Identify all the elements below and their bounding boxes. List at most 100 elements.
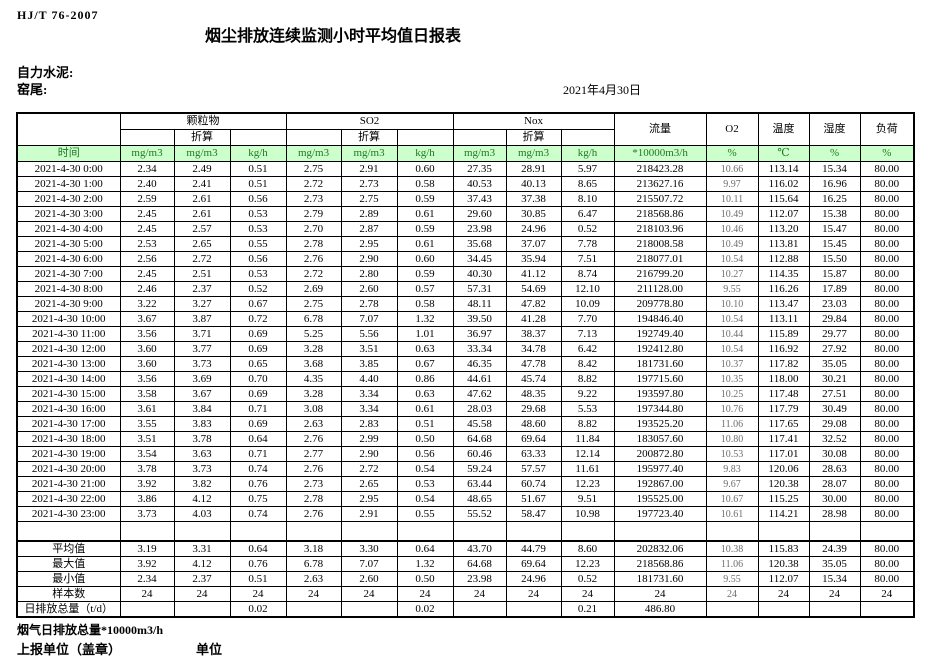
value-cell: 0.55 [229, 236, 287, 252]
summary-value: 24 [173, 586, 231, 602]
value-cell: 2.34 [119, 161, 175, 177]
value-cell: 80.00 [859, 461, 915, 477]
value-cell: 9.22 [560, 386, 615, 402]
value-cell: 28.98 [808, 506, 861, 522]
summary-value: 24 [613, 586, 707, 602]
value-cell: 39.50 [452, 311, 507, 327]
summary-value: 35.05 [808, 556, 861, 572]
value-cell: 80.00 [859, 401, 915, 417]
value-cell: 34.45 [452, 251, 507, 267]
company-label: 自力水泥: [17, 65, 74, 80]
value-cell: 2.69 [285, 281, 342, 297]
value-cell: 112.07 [757, 206, 810, 222]
value-cell: 29.60 [452, 206, 507, 222]
value-cell: 80.00 [859, 251, 915, 267]
value-cell: 63.33 [505, 446, 562, 462]
summary-value: 9.55 [705, 571, 759, 587]
value-cell: 117.82 [757, 356, 810, 372]
value-cell: 2.59 [119, 191, 175, 207]
value-cell: 5.97 [560, 161, 615, 177]
value-cell: 45.74 [505, 371, 562, 387]
value-cell: 0.53 [396, 476, 454, 492]
value-cell: 0.56 [229, 251, 287, 267]
summary-value: 6.78 [285, 556, 342, 572]
gas-total-label: 烟气日排放总量*10000m3/h [17, 623, 164, 637]
value-cell: 3.67 [119, 311, 175, 327]
value-cell: 3.61 [119, 401, 175, 417]
summary-value: 24 [808, 586, 861, 602]
summary-value: 24.96 [505, 571, 562, 587]
value-cell: 10.46 [705, 221, 759, 237]
value-cell: 3.71 [173, 326, 231, 342]
value-cell: 2.61 [173, 206, 231, 222]
value-cell: 34.78 [505, 341, 562, 357]
value-cell: 8.10 [560, 191, 615, 207]
value-cell: 2.95 [340, 236, 398, 252]
value-cell: 3.84 [173, 401, 231, 417]
value-cell: 9.83 [705, 461, 759, 477]
value-cell: 2.51 [173, 266, 231, 282]
summary-value: 2.34 [119, 571, 175, 587]
unit-cell: mg/m3 [119, 145, 175, 162]
value-cell: 213627.16 [613, 176, 707, 192]
value-cell: 2.77 [285, 446, 342, 462]
value-cell: 47.62 [452, 386, 507, 402]
time-cell: 2021-4-30 23:00 [16, 506, 121, 522]
value-cell: 63.44 [452, 476, 507, 492]
value-cell: 9.67 [705, 476, 759, 492]
summary-value: 24 [560, 586, 615, 602]
group-so2: SO2 [285, 112, 454, 130]
value-cell: 80.00 [859, 206, 915, 222]
unit-cell: % [859, 145, 915, 162]
daily-total-label: 日排放总量（t/d） [16, 601, 121, 618]
value-cell: 3.92 [119, 476, 175, 492]
summary-value: 24 [505, 586, 562, 602]
value-cell: 0.50 [396, 431, 454, 447]
table-row: 2021-4-30 13:00 3.60 3.73 0.65 3.68 3.85 0.67 4… [16, 356, 915, 372]
time-cell: 2021-4-30 6:00 [16, 251, 121, 267]
monitoring-table: 颗粒物 SO2 Nox 流量 O2 温度 湿度 负荷 折算 折算 折算 [16, 112, 916, 618]
value-cell: 197715.60 [613, 371, 707, 387]
value-cell: 194846.40 [613, 311, 707, 327]
value-cell: 12.23 [560, 476, 615, 492]
value-cell: 6.42 [560, 341, 615, 357]
value-cell: 80.00 [859, 326, 915, 342]
value-cell: 2.95 [340, 491, 398, 507]
value-cell: 2.91 [340, 161, 398, 177]
value-cell: 195977.40 [613, 461, 707, 477]
value-cell: 48.11 [452, 296, 507, 312]
value-cell: 55.52 [452, 506, 507, 522]
table-row: 2021-4-30 9:00 3.22 3.27 0.67 2.75 2.78 0.58 48… [16, 296, 915, 312]
converted-label-so2: 折算 [340, 129, 398, 146]
value-cell: 3.56 [119, 371, 175, 387]
summary-value: 202832.06 [613, 540, 707, 557]
value-cell: 3.63 [173, 446, 231, 462]
value-cell: 58.47 [505, 506, 562, 522]
page-title: 烟尘排放连续监测小时平均值日报表 [205, 28, 462, 45]
value-cell: 0.57 [396, 281, 454, 297]
value-cell: 113.47 [757, 296, 810, 312]
value-cell: 2.87 [340, 221, 398, 237]
value-cell: 10.76 [705, 401, 759, 417]
value-cell: 2.73 [285, 476, 342, 492]
value-cell: 2.45 [119, 206, 175, 222]
units-row: 时间 mg/m3 mg/m3 kg/h mg/m3 mg/m3 kg/h mg/… [16, 145, 915, 162]
value-cell: 115.89 [757, 326, 810, 342]
value-cell: 16.96 [808, 176, 861, 192]
time-cell: 2021-4-30 0:00 [16, 161, 121, 177]
summary-value: 24 [119, 586, 175, 602]
spacer-body [16, 521, 915, 542]
summary-row: 平均值 3.19 3.31 0.64 3.18 3.30 0.64 43.70 44.79 8.6… [16, 540, 915, 557]
value-cell: 11.61 [560, 461, 615, 477]
value-cell: 40.30 [452, 266, 507, 282]
site-label: 窑尾: [17, 82, 48, 97]
value-cell: 114.21 [757, 506, 810, 522]
summary-value: 24 [285, 586, 342, 602]
unit-cell: *10000m3/h [613, 145, 707, 162]
summary-value: 3.19 [119, 540, 175, 557]
value-cell: 7.70 [560, 311, 615, 327]
value-cell: 33.34 [452, 341, 507, 357]
value-cell: 2.56 [119, 251, 175, 267]
value-cell: 10.25 [705, 386, 759, 402]
value-cell: 44.61 [452, 371, 507, 387]
